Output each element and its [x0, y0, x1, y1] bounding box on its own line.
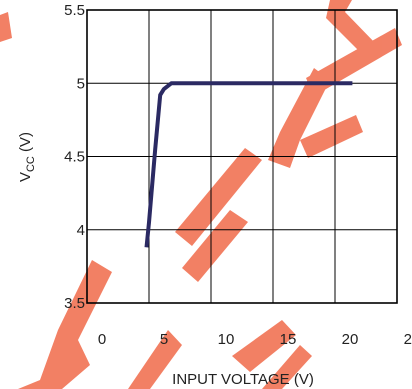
- y-axis-label-sub: CC: [25, 156, 37, 172]
- watermark-stroke-1: [18, 260, 112, 389]
- y-tick-label: 5.5: [64, 2, 85, 19]
- watermark-stroke-4: [175, 148, 262, 246]
- plot-frame: [86, 9, 398, 304]
- watermark-stroke-10: [262, 345, 312, 389]
- y-tick-label: 3.5: [64, 295, 85, 312]
- y-tick-label: 4.5: [64, 149, 85, 166]
- x-tick-labels: 0 5 10 15 20 25: [98, 331, 412, 348]
- x-tick-label: 5: [160, 331, 168, 348]
- x-tick-label: 25: [404, 331, 412, 348]
- x-tick-label: 0: [98, 331, 106, 348]
- x-tick-label: 10: [218, 331, 235, 348]
- watermark-stroke-3: [182, 210, 248, 282]
- x-tick-label: 20: [342, 331, 359, 348]
- y-axis-label: VCC (V): [17, 132, 37, 182]
- watermark-stroke-7: [306, 28, 402, 96]
- watermark-stroke-9: [232, 320, 296, 372]
- x-tick-label: 15: [280, 331, 297, 348]
- y-tick-labels: 3.5 4 4.5 5 5.5: [64, 2, 85, 312]
- watermark-stroke-11: [0, 12, 12, 42]
- watermark-stroke-8: [326, 0, 378, 58]
- watermark-stroke-2: [128, 330, 182, 389]
- series-group: [144, 81, 353, 248]
- watermark-stamp: [0, 0, 402, 389]
- watermark-stroke-6: [300, 115, 363, 158]
- y-axis-label-main: V: [17, 172, 34, 182]
- y-tick-label: 4: [77, 222, 85, 239]
- x-axis-label: INPUT VOLTAGE (V): [172, 371, 314, 388]
- y-axis-label-unit: (V): [17, 132, 34, 156]
- y-tick-label: 5: [77, 75, 85, 92]
